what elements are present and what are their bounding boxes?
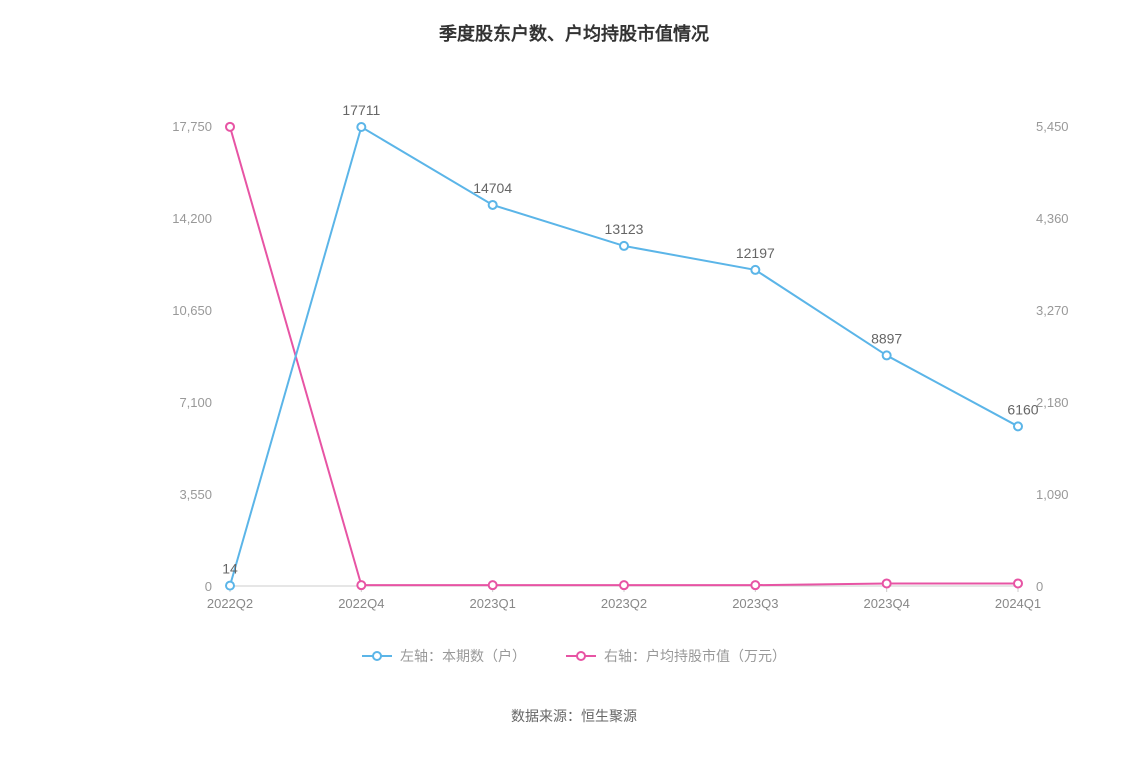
right-axis-tick-label: 5,450 — [1036, 119, 1069, 134]
series-right-marker[interactable] — [357, 581, 365, 589]
series-right-marker[interactable] — [226, 123, 234, 131]
series-right-line — [230, 127, 1018, 585]
series-left-marker[interactable] — [357, 123, 365, 131]
right-axis-tick-label: 4,360 — [1036, 211, 1069, 226]
series-left-marker[interactable] — [620, 242, 628, 250]
x-axis-label: 2022Q4 — [338, 596, 384, 611]
x-axis-label: 2023Q2 — [601, 596, 647, 611]
chart-title: 季度股东户数、户均持股市值情况 — [0, 0, 1148, 56]
legend-label-left: 左轴：本期数（户） — [400, 646, 526, 666]
legend-item-right[interactable]: 右轴：户均持股市值（万元） — [566, 646, 786, 666]
series-left-data-label: 12197 — [736, 245, 775, 261]
x-axis-label: 2024Q1 — [995, 596, 1041, 611]
x-axis-label: 2022Q2 — [207, 596, 253, 611]
right-axis-tick-label: 0 — [1036, 579, 1043, 594]
legend-label-right: 右轴：户均持股市值（万元） — [604, 646, 786, 666]
series-right-marker[interactable] — [1014, 579, 1022, 587]
data-source: 数据来源：恒生聚源 — [0, 706, 1148, 726]
right-axis-tick-label: 2,180 — [1036, 395, 1069, 410]
series-left-marker[interactable] — [883, 351, 891, 359]
right-axis-tick-label: 3,270 — [1036, 303, 1069, 318]
chart-svg: 0 3,550 7,100 10,650 14,200 17,750 0 1,090 2,180… — [0, 56, 1148, 616]
legend-marker-right — [566, 650, 596, 662]
series-right-marker[interactable] — [489, 581, 497, 589]
series-left-marker[interactable] — [226, 582, 234, 590]
series-left-data-label: 8897 — [871, 330, 902, 346]
left-axis-tick-label: 14,200 — [172, 211, 212, 226]
series-left-data-label: 14704 — [473, 180, 512, 196]
series-left-marker[interactable] — [1014, 422, 1022, 430]
series-left-marker[interactable] — [751, 266, 759, 274]
series-left-data-label: 17711 — [342, 102, 380, 118]
series-left-marker[interactable] — [489, 201, 497, 209]
right-axis-tick-label: 1,090 — [1036, 487, 1069, 502]
series-right-marker[interactable] — [883, 579, 891, 587]
series-left-line — [230, 127, 1018, 586]
left-axis-tick-label: 17,750 — [172, 119, 212, 134]
x-axis-label: 2023Q1 — [470, 596, 516, 611]
left-axis-tick-label: 10,650 — [172, 303, 212, 318]
series-left-data-label: 14 — [222, 561, 238, 577]
series-right-marker[interactable] — [751, 581, 759, 589]
series-right-marker[interactable] — [620, 581, 628, 589]
x-axis-label: 2023Q4 — [864, 596, 910, 611]
series-left-data-label: 13123 — [605, 221, 644, 237]
legend: 左轴：本期数（户） 右轴：户均持股市值（万元） — [0, 646, 1148, 666]
chart-container: 0 3,550 7,100 10,650 14,200 17,750 0 1,090 2,180… — [0, 56, 1148, 616]
series-left-data-label: 6160 — [1007, 401, 1038, 417]
legend-item-left[interactable]: 左轴：本期数（户） — [362, 646, 526, 666]
x-axis-label: 2023Q3 — [732, 596, 778, 611]
legend-marker-left — [362, 650, 392, 662]
left-axis-tick-label: 7,100 — [179, 395, 212, 410]
left-axis-tick-label: 3,550 — [179, 487, 212, 502]
left-axis-tick-label: 0 — [205, 579, 212, 594]
